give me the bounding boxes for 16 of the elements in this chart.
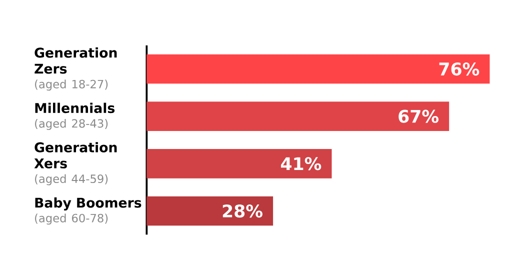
bar [146,149,332,178]
bar [146,54,490,84]
text: (aged 18-27) [35,80,108,91]
y-tick-label: Generation Zers [34,47,117,74]
data-label: 41% [280,157,322,170]
data-label: 76% [439,62,480,76]
data-label: 28% [222,204,262,218]
data-label: 67% [398,110,438,123]
y-tick-label: Generation Xers [34,142,117,168]
y-tick-label: Millennials [35,102,115,114]
y-tick-label: Baby Boomers [35,197,142,210]
bar [146,196,274,226]
text: (aged 28-43) [35,118,108,130]
bar [146,102,450,132]
text: (aged 44-59) [35,174,108,186]
text: (aged 60-78) [35,214,108,225]
